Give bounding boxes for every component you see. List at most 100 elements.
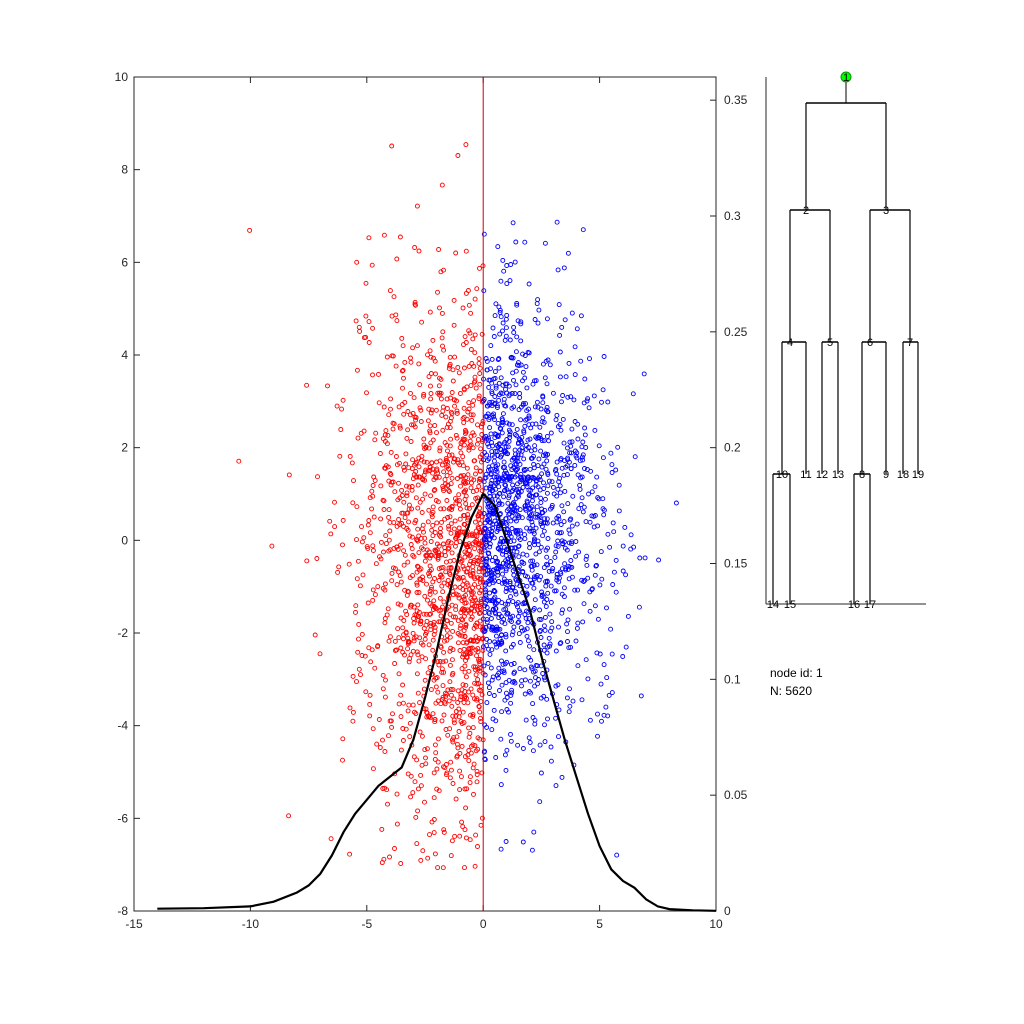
scatter-point xyxy=(513,508,519,514)
scatter-point xyxy=(374,741,380,747)
scatter-point xyxy=(383,541,389,547)
scatter-point xyxy=(523,364,529,370)
scatter-point xyxy=(403,451,409,457)
scatter-point xyxy=(442,481,448,487)
scatter-point xyxy=(382,749,388,754)
scatter-point xyxy=(489,389,495,395)
scatter-point xyxy=(475,746,481,752)
scatter-point xyxy=(555,543,561,549)
scatter-point xyxy=(575,421,581,427)
scatter-point xyxy=(554,219,560,225)
scatter-point xyxy=(564,547,570,553)
scatter-point xyxy=(513,518,519,524)
scatter-point xyxy=(440,329,446,335)
scatter-point xyxy=(457,539,463,545)
scatter-point xyxy=(461,613,467,619)
scatter-point xyxy=(541,647,547,653)
scatter-point xyxy=(493,633,499,639)
scatter-point xyxy=(377,745,383,750)
scatter-point xyxy=(472,863,478,869)
scatter-point xyxy=(465,700,471,706)
scatter-point xyxy=(418,857,424,863)
scatter-point xyxy=(492,375,498,381)
scatter-point xyxy=(451,557,457,563)
scatter-point xyxy=(609,651,615,657)
scatter-point xyxy=(449,657,455,663)
scatter-point xyxy=(476,659,482,665)
scatter-point xyxy=(449,550,455,556)
scatter-point xyxy=(409,487,415,493)
scatter-point xyxy=(339,406,345,412)
scatter-point xyxy=(410,345,416,351)
scatter-point xyxy=(431,355,436,361)
scatter-point xyxy=(400,385,405,391)
scatter-point xyxy=(478,683,484,689)
scatter-point xyxy=(501,494,507,500)
scatter-point xyxy=(434,468,440,474)
scatter-point xyxy=(385,801,390,807)
scatter-point xyxy=(580,509,586,515)
scatter-point xyxy=(499,640,505,646)
scatter-point xyxy=(586,405,592,411)
scatter-point xyxy=(531,465,537,471)
scatter-point xyxy=(595,711,600,717)
scatter-point xyxy=(415,538,421,544)
scatter-point xyxy=(445,577,451,583)
scatter-point xyxy=(452,496,458,502)
scatter-point xyxy=(507,435,513,440)
scatter-point xyxy=(559,610,565,616)
scatter-point xyxy=(459,616,465,622)
scatter-point xyxy=(530,748,536,754)
scatter-point xyxy=(545,483,551,489)
scatter-point xyxy=(359,631,365,637)
scatter-point xyxy=(492,627,498,633)
scatter-point xyxy=(396,480,401,486)
scatter-point xyxy=(393,454,399,459)
scatter-point xyxy=(369,506,375,512)
scatter-point xyxy=(409,546,415,552)
scatter-point xyxy=(557,349,563,355)
scatter-point xyxy=(524,385,530,391)
scatter-point xyxy=(550,390,556,396)
scatter-point xyxy=(411,472,417,478)
scatter-point xyxy=(484,605,490,610)
scatter-point xyxy=(451,696,457,702)
scatter-point xyxy=(630,391,636,397)
scatter-point xyxy=(379,826,385,832)
scatter-point xyxy=(522,677,528,683)
scatter-point xyxy=(470,336,476,342)
scatter-point xyxy=(615,444,621,450)
scatter-point xyxy=(503,568,509,574)
scatter-point xyxy=(527,740,533,745)
scatter-point xyxy=(572,372,578,378)
scatter-point xyxy=(514,426,520,432)
scatter-point xyxy=(504,659,510,665)
scatter-point xyxy=(438,526,443,531)
scatter-point xyxy=(412,299,418,305)
scatter-point xyxy=(400,682,406,688)
scatter-point xyxy=(574,521,580,527)
scatter-point xyxy=(445,732,451,738)
scatter-point xyxy=(372,437,378,443)
scatter-point xyxy=(411,395,417,401)
scatter-point xyxy=(432,717,438,723)
scatter-point xyxy=(472,603,478,609)
scatter-point xyxy=(522,506,528,512)
scatter-point xyxy=(414,459,419,465)
scatter-point xyxy=(486,384,492,390)
scatter-point xyxy=(557,530,563,536)
scatter-point xyxy=(408,439,414,444)
scatter-point xyxy=(448,481,454,487)
scatter-point xyxy=(355,435,361,441)
scatter-point xyxy=(494,521,500,527)
scatter-point xyxy=(504,559,510,565)
scatter-point xyxy=(327,518,333,524)
scatter-point xyxy=(492,594,498,600)
scatter-point xyxy=(485,411,491,417)
scatter-point xyxy=(476,483,482,489)
scatter-point xyxy=(460,529,465,535)
scatter-point xyxy=(436,552,442,558)
scatter-point xyxy=(502,464,507,470)
scatter-point xyxy=(508,534,514,540)
scatter-point xyxy=(493,755,499,760)
